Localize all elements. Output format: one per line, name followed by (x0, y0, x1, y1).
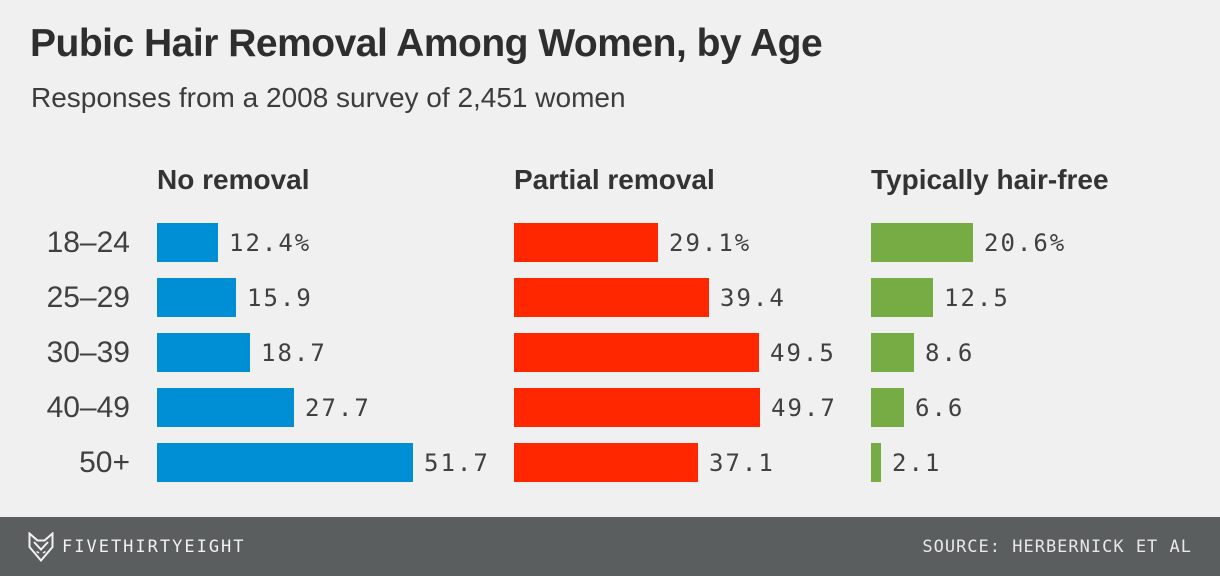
value-label: 8.6 (925, 339, 975, 367)
series-header: Typically hair-free (871, 164, 1109, 195)
value-label: 2.1 (892, 449, 942, 477)
value-label: 15.9 (247, 284, 313, 312)
value-label: 39.4 (720, 284, 786, 312)
value-label: 27.7 (305, 394, 371, 422)
source-credit: SOURCE: HERBERNICK ET AL (922, 537, 1192, 557)
bar (157, 388, 294, 427)
bar (157, 223, 218, 262)
bar (871, 333, 914, 372)
series-header: No removal (157, 164, 310, 195)
series-header: Partial removal (514, 164, 715, 195)
bar (871, 223, 973, 262)
bar (514, 333, 759, 372)
value-label: 18.7 (261, 339, 327, 367)
category-label: 25–29 (46, 281, 130, 314)
bar (514, 388, 760, 427)
category-label: 30–39 (46, 336, 130, 369)
bar (157, 278, 236, 317)
bar (871, 278, 933, 317)
bar (871, 443, 881, 482)
bar (514, 223, 658, 262)
bar (871, 388, 904, 427)
value-label: 12.4% (229, 229, 312, 257)
bar (157, 443, 413, 482)
value-label: 12.5 (944, 284, 1010, 312)
value-label: 49.7 (771, 394, 837, 422)
fox-logo-icon (28, 532, 54, 562)
value-label: 49.5 (770, 339, 836, 367)
value-label: 29.1% (669, 229, 752, 257)
category-label: 18–24 (46, 226, 130, 259)
chart-title: Pubic Hair Removal Among Women, by Age (30, 22, 823, 65)
category-label: 40–49 (46, 391, 130, 424)
bar (157, 333, 250, 372)
footer-bar: FIVETHIRTYEIGHT SOURCE: HERBERNICK ET AL (0, 517, 1220, 576)
chart-subtitle: Responses from a 2008 survey of 2,451 wo… (31, 82, 626, 113)
value-label: 20.6% (984, 229, 1067, 257)
bar (514, 278, 709, 317)
category-label: 50+ (79, 446, 130, 479)
value-label: 6.6 (915, 394, 965, 422)
brand-wordmark: FIVETHIRTYEIGHT (62, 537, 246, 557)
bar (514, 443, 698, 482)
value-label: 51.7 (424, 449, 490, 477)
value-label: 37.1 (709, 449, 775, 477)
